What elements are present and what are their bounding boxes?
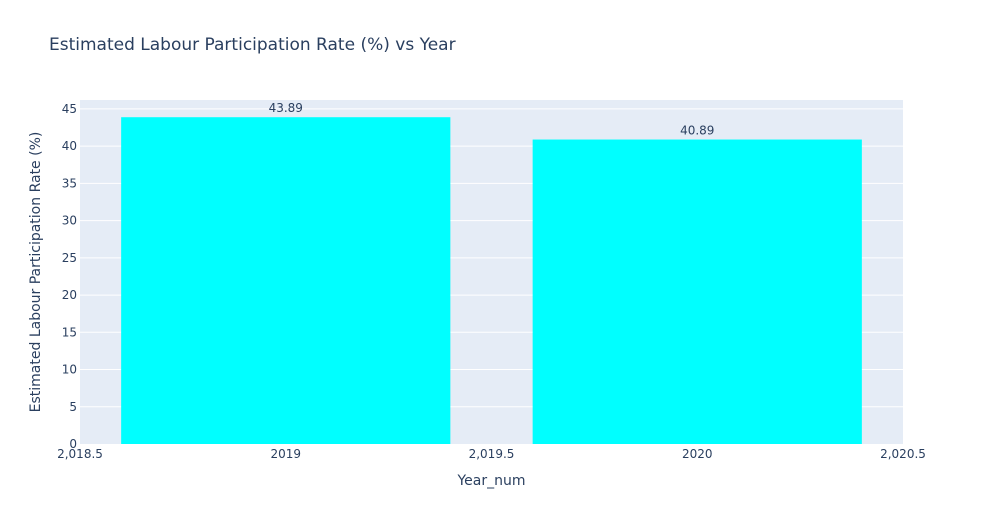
data-label-2020: 40.89 [680, 124, 714, 138]
x-axis-ticks: 2,018.5 2019 2,019.5 2020 2,020.5 [57, 447, 926, 461]
x-tick-label: 2,018.5 [57, 447, 103, 461]
y-tick-label: 35 [62, 176, 77, 190]
y-tick-label: 15 [62, 325, 77, 339]
y-axis-title: Estimated Labour Participation Rate (%) [28, 132, 44, 413]
y-tick-label: 30 [62, 214, 77, 228]
x-axis-title: Year_num [456, 473, 525, 489]
y-tick-label: 45 [62, 102, 77, 116]
x-tick-label: 2,020.5 [880, 447, 926, 461]
bar-2020 [532, 139, 862, 444]
x-tick-label: 2,019.5 [469, 447, 515, 461]
y-tick-label: 10 [62, 363, 77, 377]
y-tick-label: 40 [62, 139, 77, 153]
bars [121, 117, 862, 444]
y-tick-label: 5 [69, 400, 77, 414]
chart-title: Estimated Labour Participation Rate (%) … [49, 35, 456, 55]
data-label-2019: 43.89 [269, 101, 303, 115]
x-tick-label: 2020 [682, 447, 713, 461]
y-axis-ticks: 0 5 10 15 20 25 30 35 40 45 [62, 102, 77, 451]
x-tick-label: 2019 [270, 447, 301, 461]
y-tick-label: 0 [69, 437, 77, 451]
y-tick-label: 20 [62, 288, 77, 302]
y-tick-label: 25 [62, 251, 77, 265]
bar-2019 [121, 117, 451, 444]
data-labels: 43.89 40.89 [269, 101, 715, 137]
